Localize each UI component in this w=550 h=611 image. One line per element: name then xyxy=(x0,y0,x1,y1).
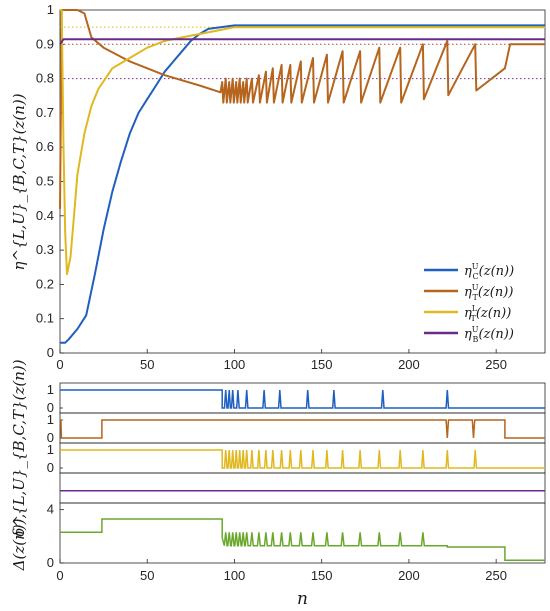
y-tick-label: 0.3 xyxy=(36,242,54,257)
delta-x-tick-label: 50 xyxy=(140,568,154,583)
series-line-0 xyxy=(60,24,545,344)
indicator-tick-label: 0 xyxy=(47,460,54,475)
delta-x-tick-label: 200 xyxy=(398,568,420,583)
x-tick-label: 150 xyxy=(311,357,333,372)
legend-label-2: ηL T(z(n)) xyxy=(464,304,511,323)
delta-plot: 0 4 0 50 100 150 200 250 xyxy=(47,502,546,583)
legend-box xyxy=(418,258,542,346)
y-tick-label: 0 xyxy=(47,345,54,360)
y-tick-label: 0.2 xyxy=(36,276,54,291)
indicator-panel-3-box xyxy=(59,472,546,504)
x-tick-label: 0 xyxy=(56,357,63,372)
y-tick-label: 0.9 xyxy=(36,36,54,51)
delta-y-tick-label: 4 xyxy=(47,502,54,517)
delta-x-tick-label: 0 xyxy=(56,568,63,583)
main-plot: 0 0.1 0.2 0.3 0.4 0.5 0.6 0.7 0.8 0.9 1 0 50 100 150 20… xyxy=(36,2,546,372)
x-tick-label: 50 xyxy=(140,357,154,372)
delta-axes-box xyxy=(59,502,546,564)
indicator-series-1 xyxy=(60,419,545,439)
indicator-series-2 xyxy=(60,449,545,469)
main-y-axis-label: η^{L,U}_{B,C,T}(z(n)) xyxy=(10,93,28,270)
x-tick-label: 250 xyxy=(485,357,507,372)
x-tick-label: 100 xyxy=(224,357,246,372)
y-tick-label: 0.5 xyxy=(36,174,54,189)
x-axis-label: n xyxy=(297,589,308,609)
indicator-tick-label: 0 xyxy=(47,400,54,415)
y-tick-label: 0.1 xyxy=(36,311,54,326)
indicator-tick-label: 1 xyxy=(47,412,54,427)
y-tick-label: 0.8 xyxy=(36,71,54,86)
indicator-y-axis-label: δ^{L,U}_{B,C,T}(z(n)) xyxy=(10,359,28,536)
y-tick-label: 0.4 xyxy=(36,208,54,223)
legend-label-1: ηU T(z(n)) xyxy=(464,283,513,302)
delta-x-tick-label: 250 xyxy=(485,568,507,583)
legend-label-3: ηU B(z(n)) xyxy=(464,325,514,344)
axis-labels: η^{L,U}_{B,C,T}(z(n)) δ^{L,U}_{B,C,T}(z(n… xyxy=(10,93,308,609)
indicator-tick-label: 1 xyxy=(47,382,54,397)
delta-y-axis-label: Δ(z(n)), xyxy=(10,514,28,572)
indicator-series-0 xyxy=(60,389,545,409)
series-line-2 xyxy=(60,9,545,276)
y-tick-label: 0.6 xyxy=(36,139,54,154)
x-tick-label: 200 xyxy=(398,357,420,372)
legend-label-0: ηU C(z(n)) xyxy=(464,262,514,281)
y-tick-label: 1 xyxy=(47,2,54,17)
indicator-tick-label: 1 xyxy=(47,442,54,457)
indicator-tick-label: 0 xyxy=(47,430,54,445)
delta-x-tick-label: 150 xyxy=(311,568,333,583)
delta-x-tick-label: 100 xyxy=(224,568,246,583)
delta-series-line xyxy=(60,518,545,562)
series-line-1 xyxy=(59,9,545,209)
y-tick-label: 0.7 xyxy=(36,105,54,120)
delta-y-tick-label: 0 xyxy=(47,555,54,570)
series-line-3 xyxy=(59,38,545,45)
